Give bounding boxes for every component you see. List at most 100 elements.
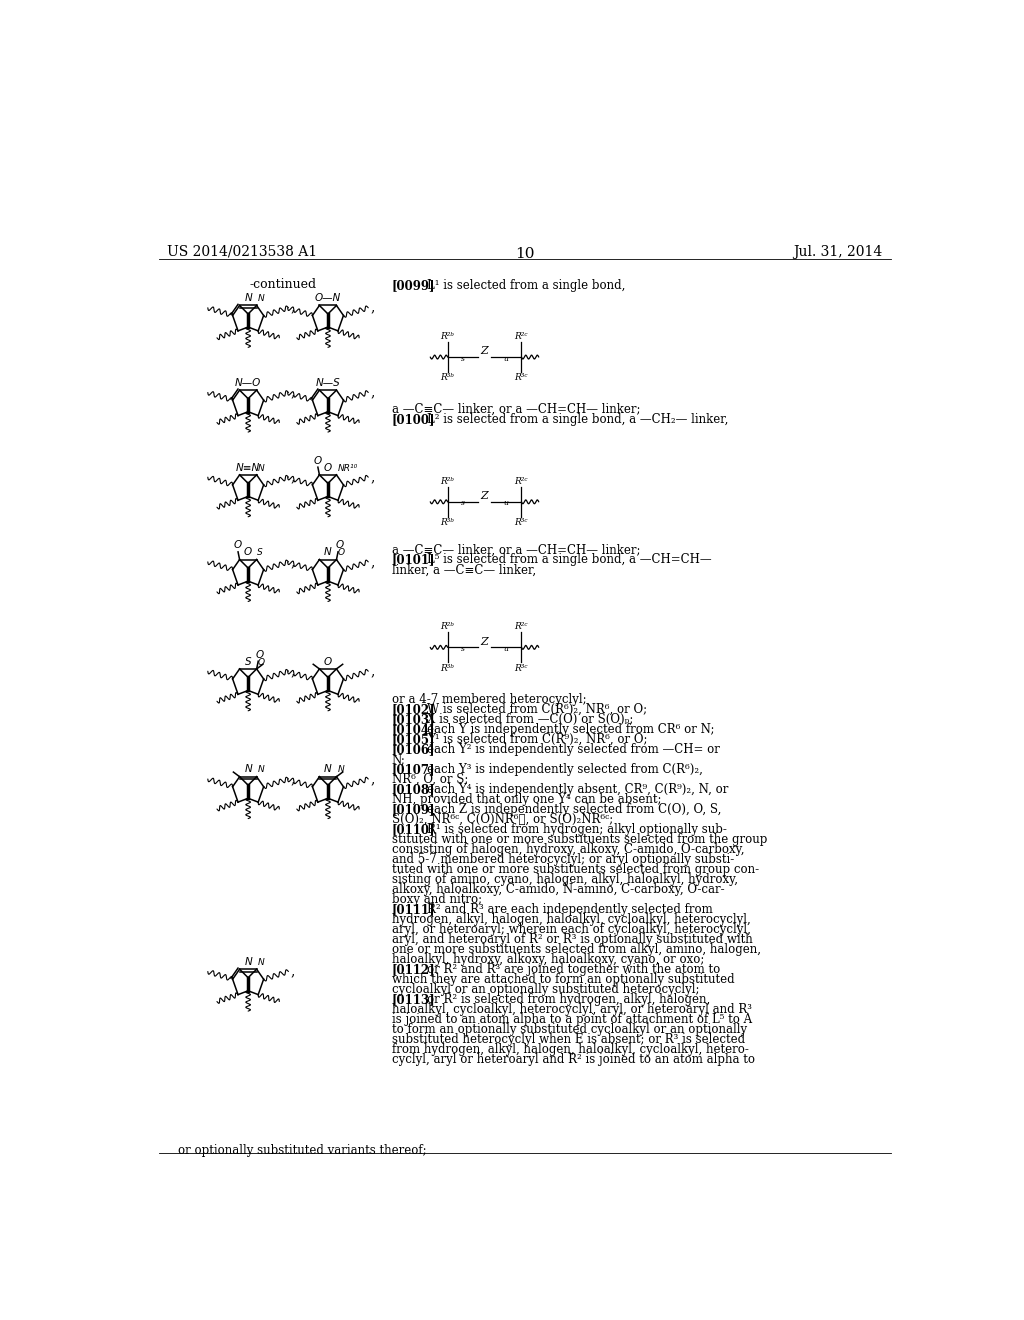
Text: N≡N: N≡N xyxy=(236,462,260,473)
Text: or R² is selected from hydrogen, alkyl, halogen,: or R² is selected from hydrogen, alkyl, … xyxy=(427,993,711,1006)
Text: [0102]: [0102] xyxy=(391,702,435,715)
Text: N: N xyxy=(245,293,252,304)
Text: consisting of halogen, hydroxy, alkoxy, C-amido, O-carboxy,: consisting of halogen, hydroxy, alkoxy, … xyxy=(391,843,744,855)
Text: [0106]: [0106] xyxy=(391,743,435,756)
Text: u: u xyxy=(504,499,509,507)
Text: or R² and R³ are joined together with the atom to: or R² and R³ are joined together with th… xyxy=(427,964,721,975)
Text: 10: 10 xyxy=(515,247,535,261)
Text: N: N xyxy=(257,958,264,966)
Text: S: S xyxy=(257,548,263,557)
Text: ,: , xyxy=(291,664,295,678)
Text: L² is selected from a single bond, a —CH₂— linker,: L² is selected from a single bond, a —CH… xyxy=(427,413,728,426)
Text: US 2014/0213538 A1: US 2014/0213538 A1 xyxy=(167,244,316,259)
Text: X is selected from —C(O) or S(O)ₚ;: X is selected from —C(O) or S(O)ₚ; xyxy=(427,713,634,726)
Text: each Y³ is independently selected from C(R⁶)₂,: each Y³ is independently selected from C… xyxy=(427,763,703,776)
Text: ,: , xyxy=(291,965,295,978)
Text: NR¹⁰: NR¹⁰ xyxy=(337,463,357,473)
Text: ,: , xyxy=(371,664,375,678)
Text: [0109]: [0109] xyxy=(391,803,435,816)
Text: Z: Z xyxy=(480,346,488,356)
Text: each Z is independently selected from C(O), O, S,: each Z is independently selected from C(… xyxy=(427,803,722,816)
Text: stituted with one or more substituents selected from the group: stituted with one or more substituents s… xyxy=(391,833,767,846)
Text: haloalkyl, cycloalkyl, heterocyclyl, aryl, or heteroaryl and R³: haloalkyl, cycloalkyl, heterocyclyl, ary… xyxy=(391,1003,752,1016)
Text: R² and R³ are each independently selected from: R² and R³ are each independently selecte… xyxy=(427,903,713,916)
Text: O: O xyxy=(256,649,264,660)
Text: tuted with one or more substituents selected from group con-: tuted with one or more substituents sele… xyxy=(391,863,759,876)
Text: which they are attached to form an optionally substituted: which they are attached to form an optio… xyxy=(391,973,734,986)
Text: R²ᶜ: R²ᶜ xyxy=(515,622,528,631)
Text: a —C≡C— linker, or a —CH=CH— linker;: a —C≡C— linker, or a —CH=CH— linker; xyxy=(391,544,640,557)
Text: [0104]: [0104] xyxy=(391,723,435,735)
Text: R²ᵇ: R²ᵇ xyxy=(440,622,455,631)
Text: [0103]: [0103] xyxy=(391,713,435,726)
Text: N—S: N—S xyxy=(315,378,340,388)
Text: N: N xyxy=(324,764,332,775)
Text: [0108]: [0108] xyxy=(391,783,435,796)
Text: N: N xyxy=(245,764,252,775)
Text: ,: , xyxy=(291,470,295,484)
Text: ,: , xyxy=(371,554,375,569)
Text: ,: , xyxy=(291,301,295,314)
Text: each Y is independently selected from CR⁶ or N;: each Y is independently selected from CR… xyxy=(427,723,715,735)
Text: O: O xyxy=(234,540,242,550)
Text: and 5-7 membered heterocyclyl; or aryl optionally substi-: and 5-7 membered heterocyclyl; or aryl o… xyxy=(391,853,734,866)
Text: L⁵ is selected from a single bond, a —CH=CH—: L⁵ is selected from a single bond, a —CH… xyxy=(427,553,712,566)
Text: [0107]: [0107] xyxy=(391,763,435,776)
Text: Z: Z xyxy=(480,636,488,647)
Text: sisting of amino, cyano, halogen, alkyl, haloalkyl, hydroxy,: sisting of amino, cyano, halogen, alkyl,… xyxy=(391,873,737,886)
Text: a —C≡C— linker, or a —CH=CH— linker;: a —C≡C— linker, or a —CH=CH— linker; xyxy=(391,404,640,416)
Text: Y¹ is selected from C(R⁹)₂, NR⁶, or O;: Y¹ is selected from C(R⁹)₂, NR⁶, or O; xyxy=(427,733,647,746)
Text: [0100]: [0100] xyxy=(391,413,435,426)
Text: [0110]: [0110] xyxy=(391,822,435,836)
Text: ,: , xyxy=(371,301,375,314)
Text: O—N: O—N xyxy=(314,293,341,304)
Text: [0105]: [0105] xyxy=(391,733,435,746)
Text: N: N xyxy=(257,463,264,473)
Text: or a 4-7 membered heterocyclyl;: or a 4-7 membered heterocyclyl; xyxy=(391,693,586,706)
Text: O: O xyxy=(324,462,332,473)
Text: N: N xyxy=(257,766,264,775)
Text: [0112]: [0112] xyxy=(391,964,435,975)
Text: s: s xyxy=(461,355,465,363)
Text: N;: N; xyxy=(391,752,406,766)
Text: cycloalkyl or an optionally substituted heterocyclyl;: cycloalkyl or an optionally substituted … xyxy=(391,983,699,997)
Text: N: N xyxy=(245,957,252,966)
Text: cyclyl, aryl or heteroaryl and R² is joined to an atom alpha to: cyclyl, aryl or heteroaryl and R² is joi… xyxy=(391,1053,755,1067)
Text: R³ᶜ: R³ᶜ xyxy=(515,374,528,383)
Text: R³ᶜ: R³ᶜ xyxy=(515,664,528,672)
Text: aryl, or heteroaryl; wherein each of cycloalkyl, heterocyclyl,: aryl, or heteroaryl; wherein each of cyc… xyxy=(391,923,751,936)
Text: Z: Z xyxy=(480,491,488,502)
Text: R²ᵇ: R²ᵇ xyxy=(440,477,455,486)
Text: R³ᵇ: R³ᵇ xyxy=(440,664,455,672)
Text: R³ᵇ: R³ᵇ xyxy=(440,374,455,383)
Text: NR⁶, O, or S;: NR⁶, O, or S; xyxy=(391,774,468,785)
Text: aryl, and heteroaryl of R² or R³ is optionally substituted with: aryl, and heteroaryl of R² or R³ is opti… xyxy=(391,933,753,946)
Text: boxy and nitro;: boxy and nitro; xyxy=(391,892,481,906)
Text: [0111]: [0111] xyxy=(391,903,435,916)
Text: from hydrogen, alkyl, halogen, haloalkyl, cycloalkyl, hetero-: from hydrogen, alkyl, halogen, haloalkyl… xyxy=(391,1043,749,1056)
Text: O: O xyxy=(244,548,252,557)
Text: NH, provided that only one Y⁴ can be absent;: NH, provided that only one Y⁴ can be abs… xyxy=(391,793,662,807)
Text: s: s xyxy=(461,499,465,507)
Text: alkoxy, haloalkoxy, C-amido, N-amino, C-carboxy, O-car-: alkoxy, haloalkoxy, C-amido, N-amino, C-… xyxy=(391,883,724,896)
Text: O: O xyxy=(337,548,344,557)
Text: substituted heterocyclyl when E is absent; or R³ is selected: substituted heterocyclyl when E is absen… xyxy=(391,1034,744,1047)
Text: R¹ is selected from hydrogen; alkyl optionally sub-: R¹ is selected from hydrogen; alkyl opti… xyxy=(427,822,727,836)
Text: or optionally substituted variants thereof;: or optionally substituted variants there… xyxy=(178,1144,427,1158)
Text: each Y² is independently selected from —CH= or: each Y² is independently selected from —… xyxy=(427,743,720,756)
Text: L¹ is selected from a single bond,: L¹ is selected from a single bond, xyxy=(427,280,626,292)
Text: W is selected from C(R⁶)₂, NR⁶, or O;: W is selected from C(R⁶)₂, NR⁶, or O; xyxy=(427,702,647,715)
Text: [0101]: [0101] xyxy=(391,553,435,566)
Text: ,: , xyxy=(291,554,295,569)
Text: each Y⁴ is independently absent, CR⁹, C(R⁹)₂, N, or: each Y⁴ is independently absent, CR⁹, C(… xyxy=(427,783,728,796)
Text: S(O)₂, NR⁶ᶜ, C(O)NR⁶ᶇ, or S(O)₂NR⁶ᶜ;: S(O)₂, NR⁶ᶜ, C(O)NR⁶ᶇ, or S(O)₂NR⁶ᶜ; xyxy=(391,813,612,826)
Text: R²ᵇ: R²ᵇ xyxy=(440,331,455,341)
Text: haloalkyl, hydroxy, alkoxy, haloalkoxy, cyano, or oxo;: haloalkyl, hydroxy, alkoxy, haloalkoxy, … xyxy=(391,953,703,966)
Text: R²ᶜ: R²ᶜ xyxy=(515,331,528,341)
Text: N: N xyxy=(257,294,264,304)
Text: u: u xyxy=(504,645,509,653)
Text: hydrogen, alkyl, halogen, haloalkyl, cycloalkyl, heterocyclyl,: hydrogen, alkyl, halogen, haloalkyl, cyc… xyxy=(391,913,751,927)
Text: ,: , xyxy=(371,772,375,785)
Text: to form an optionally substituted cycloalkyl or an optionally: to form an optionally substituted cycloa… xyxy=(391,1023,746,1036)
Text: O: O xyxy=(257,657,264,667)
